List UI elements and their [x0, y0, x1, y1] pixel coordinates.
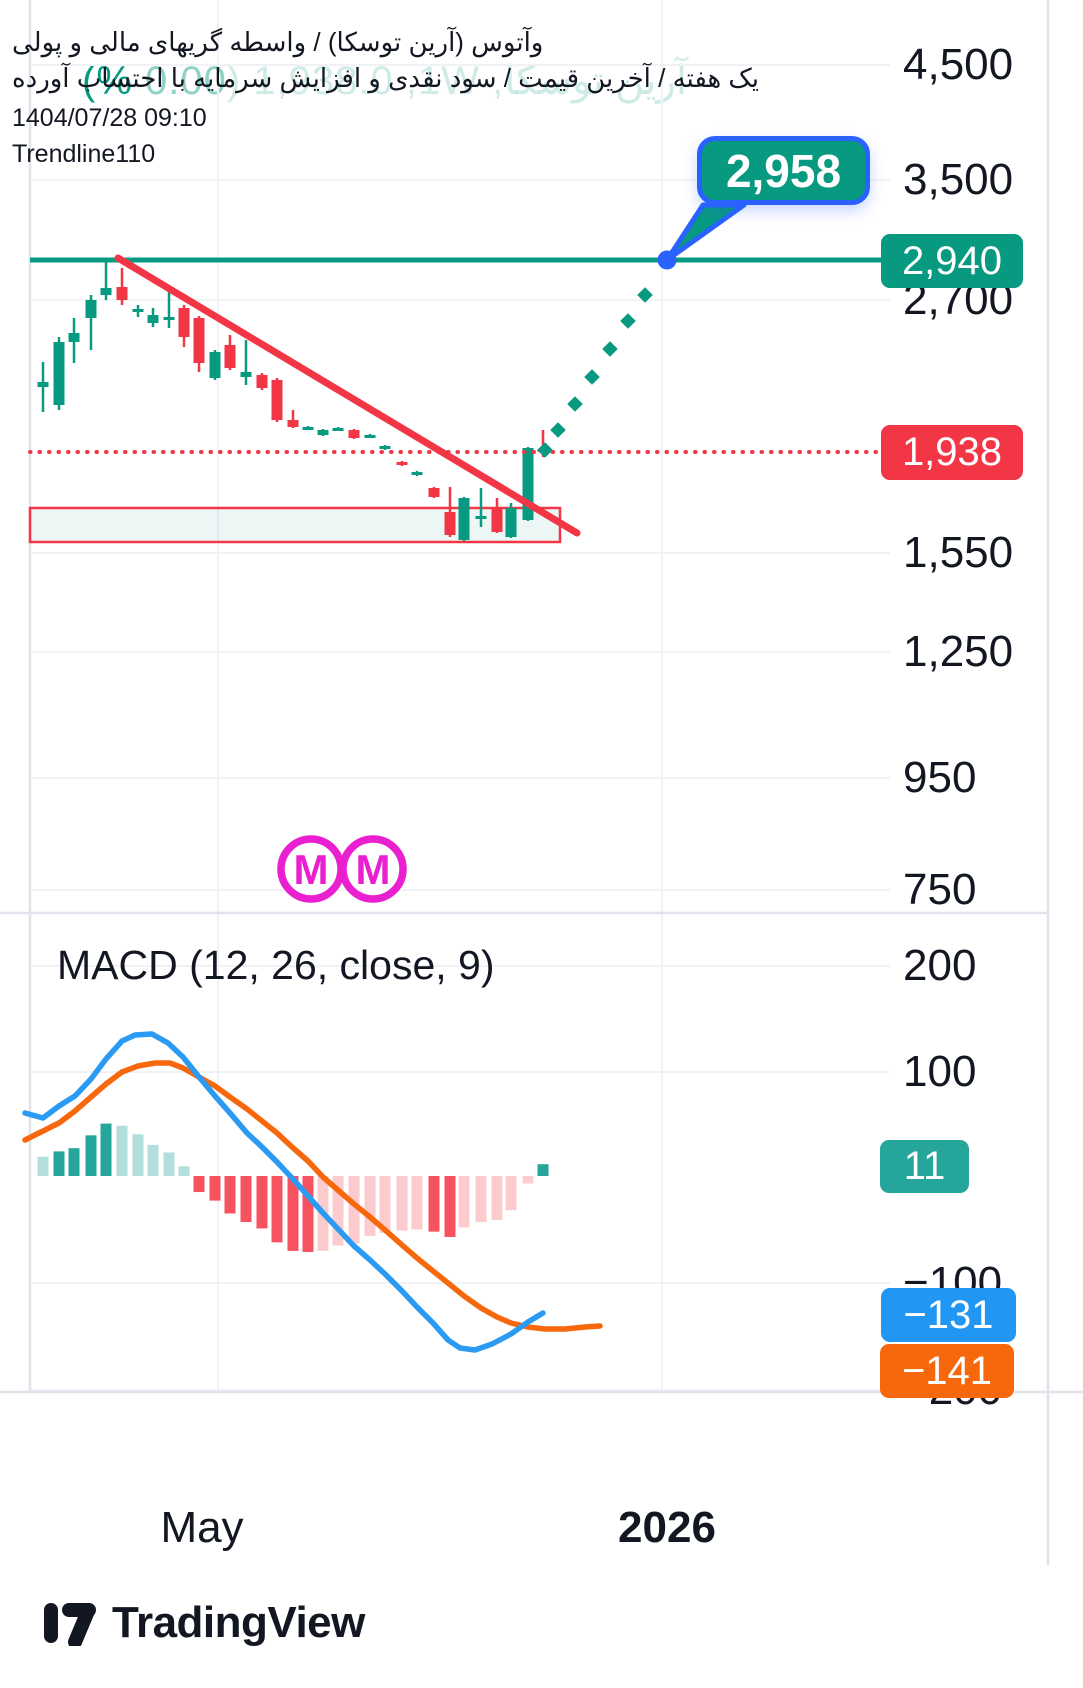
chart-datetime: 1404/07/28 09:10 — [12, 104, 207, 132]
anchor-dot — [657, 250, 677, 270]
price-target-callout[interactable]: 2,958 — [697, 136, 870, 205]
macd-lines — [22, 1031, 603, 1353]
tradingview-logo-icon — [44, 1603, 96, 1646]
signal-line — [22, 1060, 603, 1332]
axis-tick-label: 4,500 — [903, 40, 1014, 89]
trendline-tool-label: Trendline110 — [12, 140, 156, 168]
overlay-lines[interactable] — [28, 254, 883, 537]
axis-price-box-signal-line-value: −141 — [880, 1344, 1014, 1398]
svg-text:M: M — [356, 846, 391, 893]
axis-price-box-resistance-line-price: 2,940 — [881, 234, 1023, 288]
watermark-change: (% — [82, 59, 133, 103]
support-zone-box[interactable] — [28, 506, 562, 544]
macd-histogram — [37, 1123, 549, 1252]
axis-price-box-macd-histogram-value: 11 — [880, 1140, 969, 1193]
descending-trendline — [114, 254, 581, 537]
tradingview-logo-text: TradingView — [112, 1598, 365, 1647]
axis-tick-label: 200 — [903, 941, 977, 990]
axis-tick-label: 3,500 — [903, 155, 1014, 204]
macd-indicator-title: MACD (12, 26, close, 9) — [57, 942, 495, 988]
symbol-title: وآتوس (آرین توسکا) / واسطه گریهای مالی و… — [12, 27, 544, 57]
gridlines — [0, 0, 1083, 1565]
callout-tail — [664, 202, 747, 263]
candlesticks — [37, 262, 549, 541]
axis-tick-label: 100 — [903, 1047, 977, 1096]
symbol-watermark: (% 0.00) 1,938.0 ,1W ,آرین توسکا — [82, 59, 687, 103]
tradingview-logo[interactable]: TradingView — [42, 1598, 365, 1648]
svg-text:M: M — [294, 846, 329, 893]
axis-tick-label: 950 — [903, 753, 977, 802]
time-axis-label: 2026 — [618, 1503, 716, 1552]
axis-price-box-macd-line-value: −131 — [881, 1288, 1016, 1342]
macd-line — [22, 1031, 546, 1353]
projection-arrow[interactable] — [537, 202, 747, 458]
axis-tick-label: 1,250 — [903, 627, 1014, 676]
axis-tick-label: 1,550 — [903, 528, 1014, 577]
price-target-value: 2,958 — [725, 144, 842, 197]
axis-price-box-last-price: 1,938 — [881, 425, 1023, 480]
watermark-symbol: ,آرین توسکا — [479, 59, 687, 103]
time-axis-label: May — [160, 1503, 244, 1552]
symbol-subtitle: یک هفته / آخرین قیمت / سود نقدی و افزایش… — [12, 63, 759, 93]
axis-tick-label: 750 — [903, 865, 977, 914]
